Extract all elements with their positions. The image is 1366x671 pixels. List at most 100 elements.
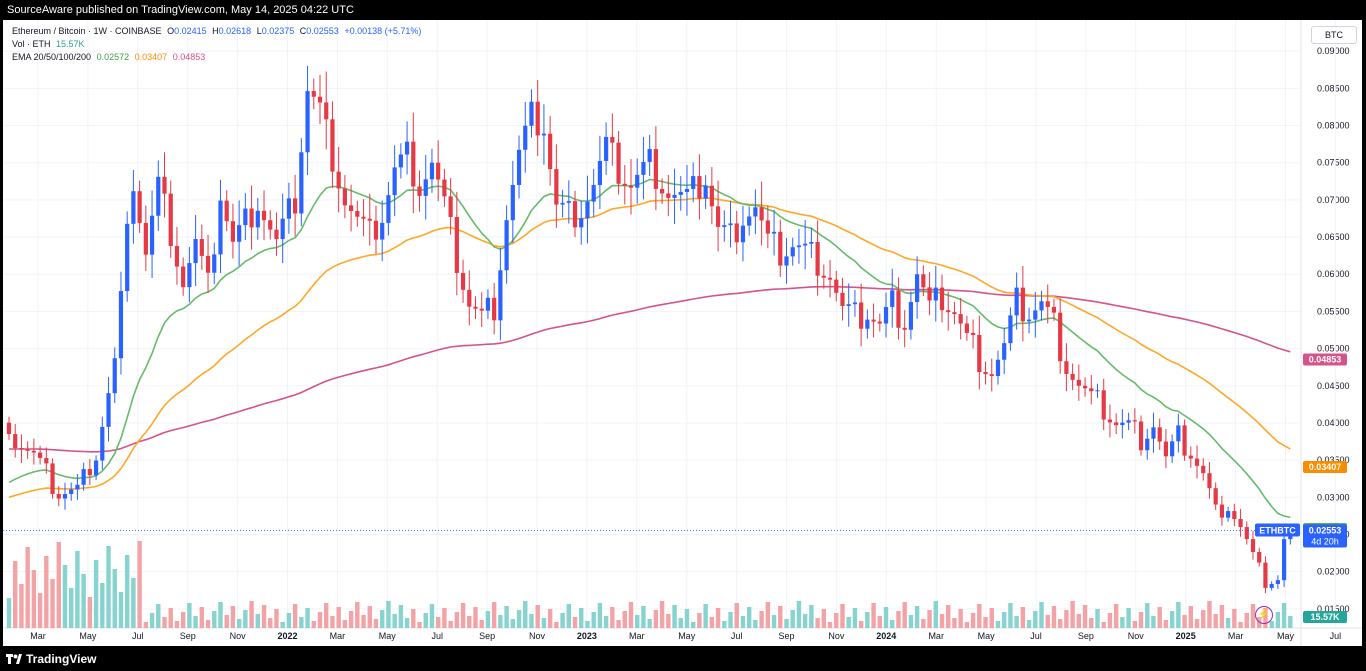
tradingview-brand: TradingView bbox=[26, 652, 97, 666]
candle-body bbox=[734, 223, 739, 243]
candle-body bbox=[280, 218, 285, 240]
candle-body bbox=[87, 469, 92, 476]
currency-button[interactable]: BTC bbox=[1311, 26, 1357, 44]
legend-ema20: 0.02572 bbox=[96, 52, 130, 62]
volume-bar bbox=[417, 622, 422, 628]
volume-bar bbox=[1244, 613, 1249, 628]
volume-bar bbox=[877, 616, 882, 628]
volume-bar bbox=[616, 620, 621, 628]
volume-bar bbox=[100, 583, 105, 628]
candle-body bbox=[199, 239, 204, 256]
candle-body bbox=[218, 200, 223, 255]
candle-body bbox=[1282, 539, 1287, 581]
y-tick-label: 0.05500 bbox=[1317, 306, 1350, 316]
y-tick-label: 0.06000 bbox=[1317, 269, 1350, 279]
candle-body bbox=[380, 222, 385, 240]
volume-bar bbox=[1269, 621, 1274, 628]
price-chart[interactable]: 0.09000 0.08500 0.08000 0.07500 0.07000 0.065… bbox=[3, 20, 1362, 646]
legend-vol-label[interactable]: Vol · ETH bbox=[12, 39, 51, 49]
volume-bar bbox=[734, 603, 739, 628]
volume-bar bbox=[952, 618, 957, 628]
volume-bar bbox=[529, 614, 534, 628]
volume-bar bbox=[1151, 616, 1156, 628]
volume-bar bbox=[746, 607, 752, 628]
tradingview-logo[interactable]: TradingView bbox=[6, 652, 96, 666]
volume-bar bbox=[585, 621, 590, 628]
candle-body bbox=[983, 372, 988, 375]
last-price-label: 0.02553 bbox=[1309, 526, 1342, 536]
volume-bar bbox=[93, 560, 99, 628]
lightning-icon[interactable]: ⚡ bbox=[1255, 606, 1273, 624]
volume-bar bbox=[554, 622, 559, 628]
volume-bar bbox=[983, 617, 988, 628]
ema200-price-label-bg bbox=[1303, 353, 1347, 366]
candle-body bbox=[715, 206, 721, 227]
volume-bar bbox=[659, 601, 665, 628]
volume-bar bbox=[218, 602, 223, 628]
volume-bar bbox=[970, 613, 976, 628]
volume-bar bbox=[1107, 613, 1113, 628]
x-tick-label: May bbox=[678, 631, 696, 641]
volume-bar bbox=[1182, 615, 1187, 628]
volume-bar bbox=[883, 607, 889, 628]
volume-bar bbox=[678, 618, 683, 628]
candle-body bbox=[1014, 287, 1019, 316]
volume-bar bbox=[224, 615, 229, 628]
ema50-line bbox=[8, 197, 1291, 499]
candle-body bbox=[790, 247, 795, 257]
volume-bar bbox=[834, 613, 839, 628]
x-tick-label: Jul bbox=[132, 631, 144, 641]
volume-bar bbox=[435, 617, 441, 628]
volume-bar bbox=[1163, 620, 1169, 628]
volume-bar bbox=[1014, 616, 1019, 628]
candle-body bbox=[977, 334, 982, 373]
candle-body bbox=[572, 201, 578, 228]
legend-high: 0.02618 bbox=[218, 26, 252, 36]
volume-bar bbox=[896, 611, 901, 628]
candle-body bbox=[137, 191, 142, 223]
candle-body bbox=[1076, 379, 1081, 386]
volume-bar bbox=[1070, 601, 1075, 628]
candle-body bbox=[467, 289, 472, 307]
candle-body bbox=[803, 243, 808, 246]
volume-bar bbox=[491, 602, 497, 628]
candle-body bbox=[442, 179, 447, 197]
candle-body bbox=[1114, 422, 1119, 426]
volume-bar bbox=[560, 613, 565, 628]
x-tick-label: Mar bbox=[928, 631, 944, 641]
volume-bar bbox=[510, 619, 516, 628]
legend-symbol[interactable]: Ethereum / Bitcoin · 1W · COINBASE bbox=[12, 26, 162, 36]
x-tick-label: Nov bbox=[1128, 631, 1145, 641]
candle-body bbox=[989, 374, 994, 377]
candle-body bbox=[678, 191, 683, 195]
legend-ema-label[interactable]: EMA 20/50/100/200 bbox=[12, 52, 92, 62]
x-tick-label: May bbox=[379, 631, 397, 641]
volume-bar bbox=[890, 620, 895, 628]
candle-body bbox=[1232, 511, 1237, 520]
candle-body bbox=[13, 434, 18, 449]
candle-body bbox=[187, 263, 192, 288]
volume-bar bbox=[1020, 607, 1026, 628]
candle-body bbox=[660, 188, 665, 194]
candle-body bbox=[933, 287, 938, 301]
x-tick-label: Jul bbox=[1030, 631, 1042, 641]
volume-bar bbox=[131, 578, 136, 628]
candle-body bbox=[1064, 361, 1069, 374]
volume-bar bbox=[641, 606, 646, 628]
chart-panel[interactable]: 0.09000 0.08500 0.08000 0.07500 0.07000 0.065… bbox=[3, 20, 1362, 646]
candle-body bbox=[429, 162, 435, 180]
y-tick-label: 0.08000 bbox=[1317, 121, 1350, 131]
volume-bar bbox=[485, 611, 491, 628]
candle-body bbox=[672, 194, 677, 198]
candle-body bbox=[516, 149, 522, 185]
x-tick-label: Nov bbox=[828, 631, 845, 641]
candle-body bbox=[498, 270, 503, 321]
candle-body bbox=[31, 450, 36, 453]
candle-body bbox=[1201, 465, 1206, 474]
legend-ema: EMA 20/50/100/200 0.02572 0.03407 0.0485… bbox=[12, 52, 205, 62]
candle-body bbox=[1138, 421, 1144, 451]
volume-bar bbox=[1064, 610, 1069, 628]
legend-vol-value: 15.57K bbox=[56, 39, 85, 49]
candle-body bbox=[834, 279, 839, 293]
candle-body bbox=[541, 133, 547, 136]
